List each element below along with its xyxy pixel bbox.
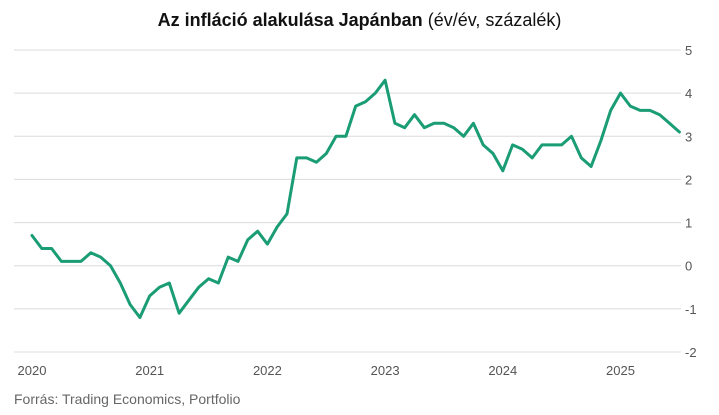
chart-title-unit: (év/év, százalék): [427, 10, 562, 30]
x-tick-label: 2022: [253, 363, 282, 378]
y-tick-label: 2: [685, 172, 692, 187]
y-tick-label: 4: [685, 86, 692, 101]
x-tick-label: 2024: [488, 363, 517, 378]
chart-title: Az infláció alakulása Japánban (év/év, s…: [0, 10, 719, 31]
series-line: [30, 78, 681, 319]
y-tick-label: -2: [685, 345, 697, 360]
y-tick-label: 3: [685, 129, 692, 144]
y-tick-label: 5: [685, 43, 692, 58]
x-tick-label: 2023: [371, 363, 400, 378]
y-tick-label: 1: [685, 216, 692, 231]
chart-title-main: Az infláció alakulása Japánban: [157, 10, 423, 30]
x-tick-label: 2025: [606, 363, 635, 378]
source-note: Forrás: Trading Economics, Portfolio: [14, 391, 241, 407]
x-tick-label: 2021: [135, 363, 164, 378]
y-tick-label: -1: [685, 302, 697, 317]
x-tick-label: 2020: [18, 363, 47, 378]
y-tick-label: 0: [685, 259, 692, 274]
